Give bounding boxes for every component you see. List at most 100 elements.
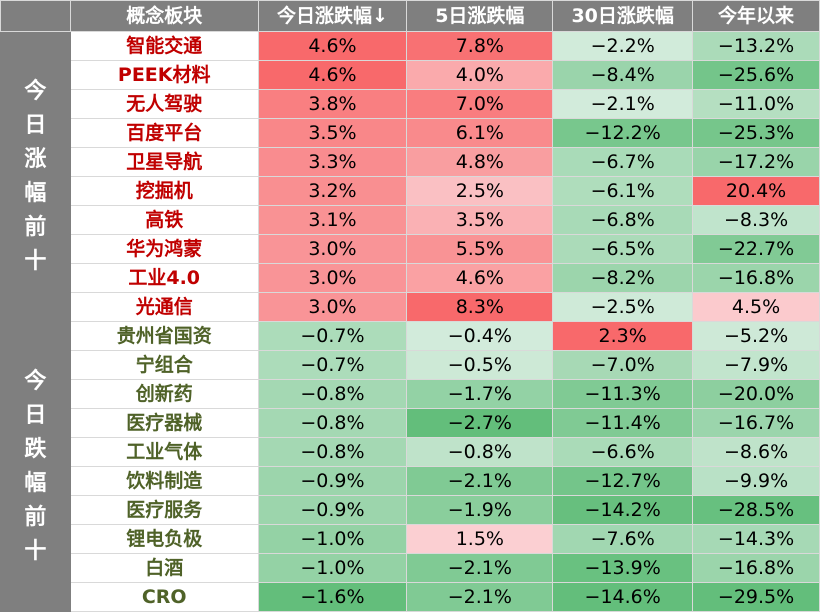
d30-change-cell: −8.4% — [552, 60, 694, 90]
table-row[interactable]: 医疗服务 −0.9% −1.9% −14.2% −28.5% — [1, 495, 820, 525]
concept-name-cell: 光通信 — [69, 292, 259, 322]
d30-change-cell: −14.6% — [552, 582, 694, 612]
today-change-cell: 3.0% — [257, 234, 408, 264]
ytd-change-cell: −8.6% — [692, 437, 820, 467]
table-row[interactable]: 挖掘机 3.2% 2.5% −6.1% 20.4% — [1, 176, 820, 206]
concept-name-cell: 工业4.0 — [69, 263, 259, 293]
today-change-cell: 3.0% — [257, 292, 408, 322]
ytd-change-cell: 20.4% — [692, 176, 820, 206]
d30-change-cell: −14.2% — [552, 495, 694, 525]
ytd-change-cell: −8.3% — [692, 205, 820, 235]
d30-change-cell: 2.3% — [552, 321, 694, 351]
today-change-cell: −0.8% — [257, 379, 408, 409]
today-change-cell: −0.7% — [257, 321, 408, 351]
today-change-cell: 4.6% — [257, 31, 408, 61]
d5-change-cell: −0.8% — [406, 437, 554, 467]
d30-change-cell: −8.2% — [552, 263, 694, 293]
concept-name-cell: 卫星导航 — [69, 147, 259, 177]
today-change-cell: 4.6% — [257, 60, 408, 90]
header-today-change[interactable]: 今日涨跌幅↓ — [257, 0, 408, 32]
header-concept[interactable]: 概念板块 — [69, 0, 259, 32]
concept-name-cell: 华为鸿蒙 — [69, 234, 259, 264]
concept-name-cell: 无人驾驶 — [69, 89, 259, 119]
table-row[interactable]: 饮料制造 −0.9% −2.1% −12.7% −9.9% — [1, 466, 820, 496]
today-change-cell: −1.6% — [257, 582, 408, 612]
d5-change-cell: −0.5% — [406, 350, 554, 380]
table-row[interactable]: 光通信 3.0% 8.3% −2.5% 4.5% — [1, 292, 820, 322]
today-change-cell: 3.5% — [257, 118, 408, 148]
d30-change-cell: −11.4% — [552, 408, 694, 438]
ytd-change-cell: −11.0% — [692, 89, 820, 119]
concept-name-cell: 工业气体 — [69, 437, 259, 467]
table-row[interactable]: 创新药 −0.8% −1.7% −11.3% −20.0% — [1, 379, 820, 409]
concept-name-cell: 宁组合 — [69, 350, 259, 380]
concept-name-cell: 白酒 — [69, 553, 259, 583]
concept-name-cell: 百度平台 — [69, 118, 259, 148]
ytd-change-cell: −7.9% — [692, 350, 820, 380]
d5-change-cell: −1.9% — [406, 495, 554, 525]
header-blank — [0, 0, 71, 32]
table-row[interactable]: 工业气体 −0.8% −0.8% −6.6% −8.6% — [1, 437, 820, 467]
ytd-change-cell: −16.8% — [692, 553, 820, 583]
d5-change-cell: 8.3% — [406, 292, 554, 322]
table-row[interactable]: 华为鸿蒙 3.0% 5.5% −6.5% −22.7% — [1, 234, 820, 264]
concept-name-cell: 挖掘机 — [69, 176, 259, 206]
ytd-change-cell: −28.5% — [692, 495, 820, 525]
ytd-change-cell: 4.5% — [692, 292, 820, 322]
table-row[interactable]: 宁组合 −0.7% −0.5% −7.0% −7.9% — [1, 350, 820, 380]
table-row[interactable]: 今日涨幅前十智能交通 4.6% 7.8% −2.2% −13.2% — [0, 31, 820, 322]
today-change-cell: −1.0% — [257, 553, 408, 583]
table-row[interactable]: 锂电负极 −1.0% 1.5% −7.6% −14.3% — [1, 524, 820, 554]
header-ytd-change[interactable]: 今年以来 — [692, 0, 820, 32]
header-30day-change[interactable]: 30日涨跌幅 — [552, 0, 694, 32]
group-label-top-losers: 今日跌幅前十 — [0, 321, 71, 612]
d30-change-cell: −12.7% — [552, 466, 694, 496]
table-row[interactable]: 百度平台 3.5% 6.1% −12.2% −25.3% — [1, 118, 820, 148]
today-change-cell: −1.0% — [257, 524, 408, 554]
d30-change-cell: −6.1% — [552, 176, 694, 206]
ytd-change-cell: −25.3% — [692, 118, 820, 148]
d5-change-cell: 7.0% — [406, 89, 554, 119]
concept-name-cell: CRO — [69, 582, 259, 612]
ytd-change-cell: −25.6% — [692, 60, 820, 90]
today-change-cell: −0.8% — [257, 408, 408, 438]
d30-change-cell: −2.2% — [552, 31, 694, 61]
d30-change-cell: −6.5% — [552, 234, 694, 264]
d5-change-cell: −2.1% — [406, 582, 554, 612]
today-change-cell: 3.0% — [257, 263, 408, 293]
ytd-change-cell: −20.0% — [692, 379, 820, 409]
d5-change-cell: 4.6% — [406, 263, 554, 293]
d30-change-cell: −2.1% — [552, 89, 694, 119]
table-row[interactable]: 白酒 −1.0% −2.1% −13.9% −16.8% — [1, 553, 820, 583]
today-change-cell: 3.2% — [257, 176, 408, 206]
group-label-top-gainers: 今日涨幅前十 — [0, 31, 71, 322]
d5-change-cell: −2.1% — [406, 466, 554, 496]
table-row[interactable]: 今日跌幅前十贵州省国资 −0.7% −0.4% 2.3% −5.2% — [0, 321, 820, 612]
concept-name-cell: 智能交通 — [69, 31, 259, 61]
table-row[interactable]: 无人驾驶 3.8% 7.0% −2.1% −11.0% — [1, 89, 820, 119]
table-row[interactable]: PEEK材料 4.6% 4.0% −8.4% −25.6% — [1, 60, 820, 90]
d5-change-cell: −2.7% — [406, 408, 554, 438]
d30-change-cell: −6.6% — [552, 437, 694, 467]
d5-change-cell: 4.8% — [406, 147, 554, 177]
concept-name-cell: 创新药 — [69, 379, 259, 409]
d30-change-cell: −6.8% — [552, 205, 694, 235]
table-row[interactable]: CRO −1.6% −2.1% −14.6% −29.5% — [1, 582, 820, 612]
concept-name-cell: 锂电负极 — [69, 524, 259, 554]
table-row[interactable]: 医疗器械 −0.8% −2.7% −11.4% −16.7% — [1, 408, 820, 438]
ytd-change-cell: −17.2% — [692, 147, 820, 177]
table-row[interactable]: 高铁 3.1% 3.5% −6.8% −8.3% — [1, 205, 820, 235]
d5-change-cell: 1.5% — [406, 524, 554, 554]
header-5day-change[interactable]: 5日涨跌幅 — [406, 0, 554, 32]
d30-change-cell: −7.0% — [552, 350, 694, 380]
ytd-change-cell: −29.5% — [692, 582, 820, 612]
today-change-cell: −0.8% — [257, 437, 408, 467]
ytd-change-cell: −5.2% — [692, 321, 820, 351]
today-change-cell: 3.1% — [257, 205, 408, 235]
today-change-cell: −0.7% — [257, 350, 408, 380]
table-row[interactable]: 工业4.0 3.0% 4.6% −8.2% −16.8% — [1, 263, 820, 293]
ytd-change-cell: −13.2% — [692, 31, 820, 61]
concept-name-cell: 贵州省国资 — [69, 321, 259, 351]
table-row[interactable]: 卫星导航 3.3% 4.8% −6.7% −17.2% — [1, 147, 820, 177]
